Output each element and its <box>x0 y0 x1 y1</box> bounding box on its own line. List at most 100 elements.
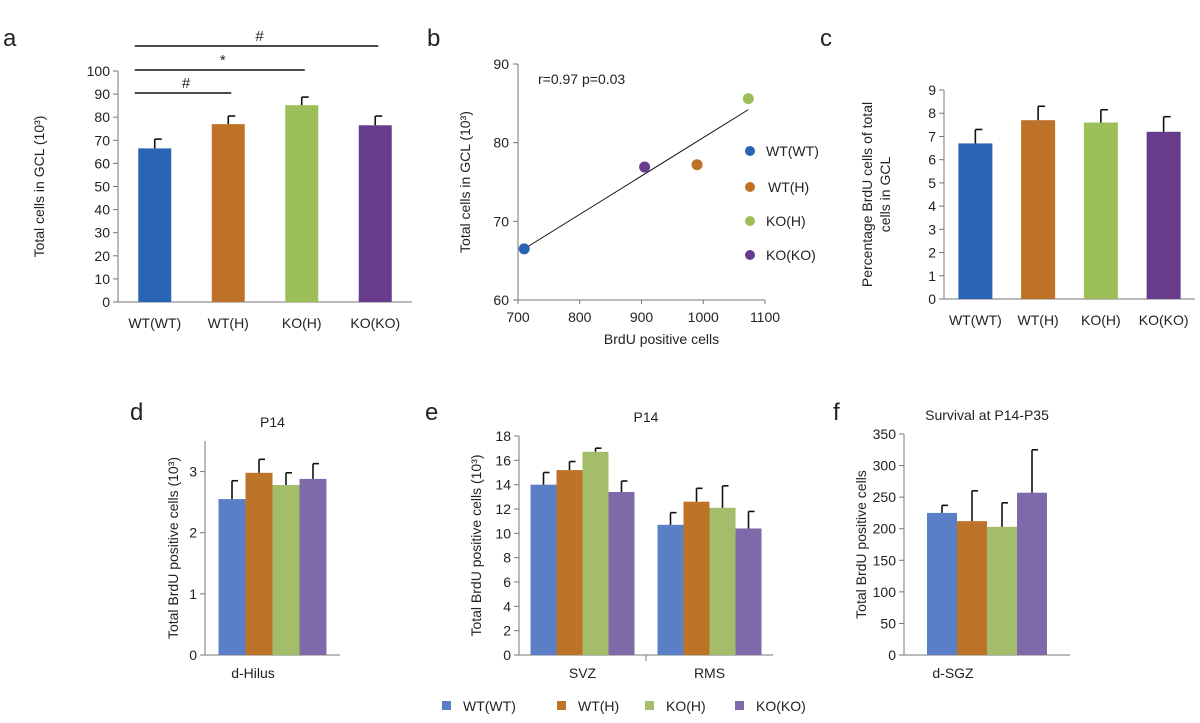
d-title: P14 <box>260 414 285 430</box>
b-x-axis-label: BrdU positive cells <box>604 331 719 347</box>
b-y-tick-label: 60 <box>493 292 509 308</box>
a-significance-marker: # <box>182 75 191 92</box>
b-y-tick-label: 70 <box>493 213 509 229</box>
a-y-tick-label: 90 <box>94 86 110 102</box>
c-y-tick-label: 8 <box>928 105 936 121</box>
b-legend-label: KO(H) <box>766 213 806 229</box>
a-significance-marker: * <box>220 52 226 69</box>
e-y-tick-label: 8 <box>503 550 511 566</box>
f-y-tick-label: 50 <box>880 615 896 631</box>
a-x-tick-label: WT(H) <box>208 315 249 331</box>
panel-label-a: a <box>3 25 17 52</box>
c-x-tick-label: KO(H) <box>1081 312 1121 328</box>
e-bar-svz-wt-wt <box>530 484 557 655</box>
e-bar-svz-ko-h <box>582 451 609 655</box>
e-y-tick-label: 6 <box>503 574 511 590</box>
e-bar-rms-wt-h <box>683 501 710 655</box>
f-y-tick-label: 350 <box>873 426 897 442</box>
a-y-tick-label: 50 <box>94 179 110 195</box>
c-bar-wt-h <box>1021 120 1056 299</box>
shared-legend: WT(WT) WT(H) KO(H) KO(KO) <box>442 698 806 714</box>
legend-label-wt-wt: WT(WT) <box>463 698 516 714</box>
a-x-tick-label: WT(WT) <box>128 315 181 331</box>
panel-f: f 0 50 100 150 200 250 300 350 Total BrdU positiv… <box>833 399 1070 681</box>
b-x-tick-label: 1100 <box>750 309 780 325</box>
a-bar-wt-h <box>211 124 245 302</box>
e-bar-svz-wt-h <box>556 470 583 655</box>
legend-label-wt-h: WT(H) <box>578 698 619 714</box>
d-bar-d-hilus-ko-ko <box>299 478 327 655</box>
panel-d: d 0 1 2 3 Total BrdU positive cells (10³) P14 d… <box>130 399 340 681</box>
a-y-tick-label: 30 <box>94 225 110 241</box>
e-y-tick-label: 16 <box>495 452 511 468</box>
panel-label-c: c <box>820 25 832 52</box>
d-y-axis-label: Total BrdU positive cells (10³) <box>165 457 181 639</box>
d-y-tick-label: 0 <box>189 647 197 663</box>
e-y-axis-label: Total BrdU positive cells (10³) <box>468 454 484 636</box>
legend-swatch-ko-h <box>645 701 654 710</box>
b-correlation-annotation: r=0.97 p=0.03 <box>538 71 625 87</box>
a-y-tick-label: 70 <box>94 132 110 148</box>
f-bar-d-sgz-ko-h <box>987 526 1017 655</box>
d-y-tick-label: 3 <box>189 464 197 480</box>
f-y-tick-label: 200 <box>873 521 897 537</box>
b-x-tick-label: 900 <box>630 309 654 325</box>
b-legend-marker <box>745 216 755 226</box>
e-group-label: SVZ <box>569 665 597 681</box>
b-legend-label: WT(H) <box>768 179 809 195</box>
a-x-tick-label: KO(H) <box>282 315 322 331</box>
c-y-tick-label: 6 <box>928 152 936 168</box>
e-y-tick-label: 2 <box>503 623 511 639</box>
e-y-tick-label: 0 <box>503 647 511 663</box>
c-y-tick-label: 7 <box>928 128 936 144</box>
d-bar-d-hilus-wt-h <box>245 472 273 655</box>
d-group-label: d-Hilus <box>231 665 275 681</box>
f-y-tick-label: 300 <box>873 458 897 474</box>
b-legend-label: WT(WT) <box>766 143 819 159</box>
legend-swatch-ko-ko <box>735 701 744 710</box>
a-y-tick-label: 100 <box>87 63 111 79</box>
b-legend-label: KO(KO) <box>766 247 816 263</box>
b-x-tick-label: 1000 <box>688 309 719 325</box>
panel-label-b: b <box>427 25 440 52</box>
f-y-axis-label: Total BrdU positive cells <box>853 470 869 619</box>
panel-b: b 60 70 80 90 700 800 900 1000 1100 BrdU positive … <box>427 25 819 347</box>
e-bar-svz-ko-ko <box>608 491 635 655</box>
f-bar-d-sgz-wt-h <box>957 521 987 655</box>
c-x-tick-label: WT(WT) <box>949 312 1002 328</box>
e-bar-rms-wt-wt <box>657 524 684 655</box>
e-bar-rms-ko-h <box>709 507 736 655</box>
c-y-tick-label: 0 <box>928 291 936 307</box>
b-y-tick-label: 90 <box>493 56 509 72</box>
c-x-tick-label: KO(KO) <box>1139 312 1189 328</box>
panel-e: e 0 2 4 6 8 10 12 14 16 18 Total BrdU positive cell… <box>425 399 773 681</box>
e-y-tick-label: 4 <box>503 598 511 614</box>
a-y-tick-label: 80 <box>94 109 110 125</box>
panel-label-e: e <box>425 399 438 426</box>
a-bar-ko-h <box>285 105 319 302</box>
f-bar-d-sgz-wt-wt <box>927 512 957 655</box>
e-y-tick-label: 12 <box>495 501 511 517</box>
legend-label-ko-h: KO(H) <box>666 698 706 714</box>
c-y-tick-label: 2 <box>928 245 936 261</box>
a-y-axis-label: Total cells in GCL (10³) <box>31 116 47 258</box>
b-y-tick-label: 80 <box>493 135 509 151</box>
c-bar-wt-wt <box>958 143 993 299</box>
c-bar-ko-h <box>1083 122 1118 299</box>
panel-label-d: d <box>130 399 143 426</box>
b-point-wt-h <box>691 159 703 171</box>
c-y-tick-label: 4 <box>928 198 936 214</box>
e-bar-rms-ko-ko <box>735 528 762 655</box>
b-legend-marker <box>745 182 755 192</box>
a-y-tick-label: 60 <box>94 155 110 171</box>
d-bar-d-hilus-ko-h <box>272 485 300 655</box>
a-y-tick-label: 10 <box>94 271 110 287</box>
d-bar-d-hilus-wt-wt <box>218 499 246 655</box>
e-y-tick-label: 18 <box>495 428 511 444</box>
panel-label-f: f <box>833 399 840 426</box>
f-title: Survival at P14-P35 <box>925 407 1049 423</box>
c-y-tick-label: 1 <box>928 268 936 284</box>
panel-c: c 0 1 2 3 4 5 6 7 8 9 Percentage BrdU cells of tota… <box>820 25 1195 328</box>
c-bar-ko-ko <box>1146 131 1181 299</box>
